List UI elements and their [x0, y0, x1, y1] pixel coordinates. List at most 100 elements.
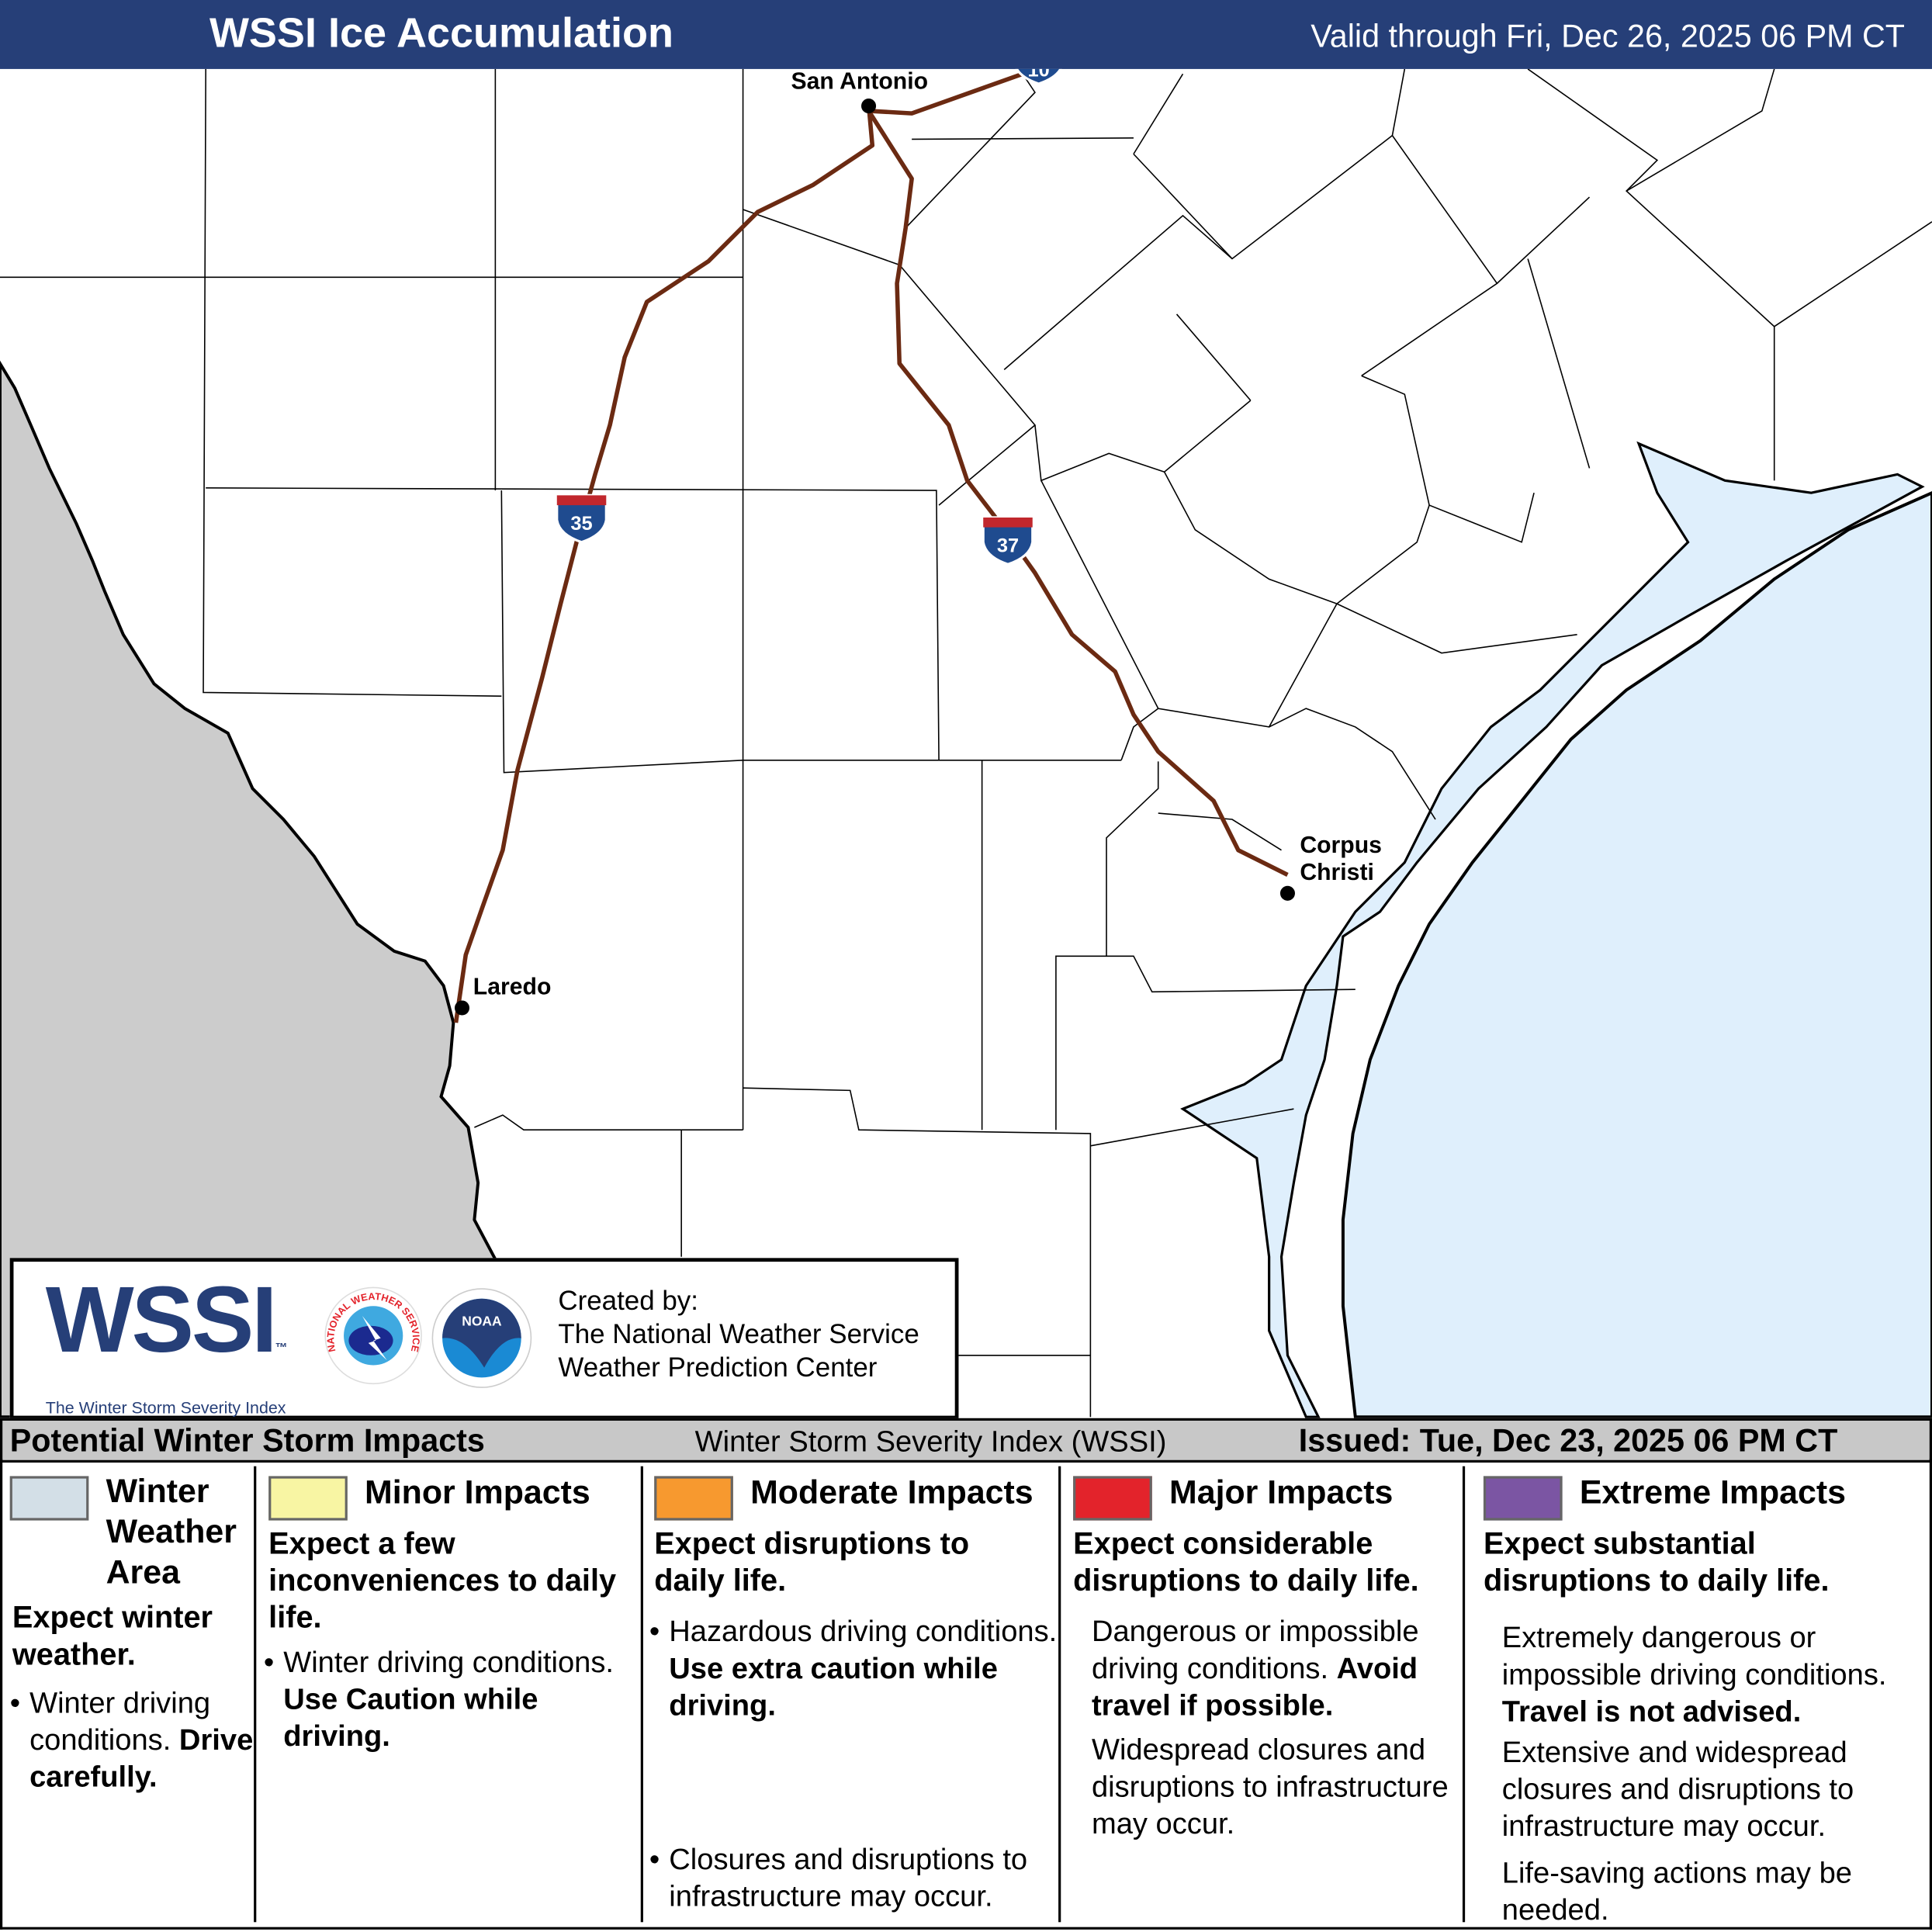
wssi-logo: WSSI™ The Winter Storm Severity Index: [45, 1271, 320, 1441]
legend-summary: Expect a few inconveniences to daily lif…: [268, 1526, 617, 1636]
nws-logo-icon: NATIONAL WEATHER SERVICE: [324, 1286, 422, 1385]
legend-major-impacts: Major Impacts Expect considerable disrup…: [1073, 1466, 1461, 1923]
county-line: [1527, 258, 1591, 469]
legend-summary: Expect considerable disruptions to daily…: [1073, 1526, 1419, 1598]
county-line: [1496, 196, 1591, 284]
county-line: [1269, 708, 1436, 820]
interstate-shield-35: 35: [556, 493, 608, 544]
legend-swatch: [1073, 1476, 1152, 1521]
paragraph-bold-text: Avoid travel if possible.: [1091, 1652, 1418, 1723]
legend-heading: Winter Weather Area: [106, 1472, 237, 1591]
county-line: [500, 490, 1122, 774]
county-line: [1040, 480, 1338, 728]
legend-bullet: Closures and disruptions to infrastructu…: [649, 1842, 1064, 1916]
county-lines: [0, 68, 1932, 1418]
legend-extreme-impacts: Extreme Impacts Expect substantial disru…: [1483, 1466, 1927, 1927]
county-line: [1175, 313, 1252, 401]
mexico-area: [0, 360, 497, 1418]
paragraph-text: Dangerous or impossible driving conditio…: [1091, 1615, 1419, 1686]
city-dot-san-antonio: [861, 99, 877, 114]
impacts-title: Potential Winter Storm Impacts: [9, 1421, 485, 1459]
wssi-wordmark: WSSI: [45, 1268, 278, 1373]
trademark: ™: [275, 1342, 288, 1356]
county-line: [203, 68, 502, 698]
valid-through: Valid through Fri, Dec 26, 2025 06 PM CT: [1311, 17, 1906, 54]
legend-border: [0, 1459, 1932, 1930]
county-line: [1090, 1108, 1294, 1147]
county-line: [1003, 134, 1498, 376]
impacts-title-bar: Potential Winter Storm Impacts Winter St…: [0, 1418, 1932, 1463]
county-line: [912, 137, 1134, 140]
legend-summary: Expect disruptions to daily life.: [654, 1526, 970, 1598]
legend-bullet: Winter driving conditions. Drive careful…: [10, 1685, 272, 1796]
county-line: [1106, 761, 1159, 957]
credits-text: Created by: The National Weather Service…: [558, 1284, 919, 1384]
legend-swatch: [1483, 1476, 1563, 1521]
interstate-shield-37: 37: [982, 516, 1034, 566]
bay-water: [1180, 441, 1925, 1418]
county-line: [1133, 153, 1233, 260]
county-line: [1391, 68, 1406, 136]
legend-swatch: [654, 1476, 733, 1521]
interstate-35-route: [453, 104, 875, 1023]
legend-moderate-impacts: Moderate Impacts Expect disruptions to d…: [649, 1466, 1058, 1923]
legend-swatch: [9, 1476, 89, 1521]
noaa-logo-text: NOAA: [462, 1314, 502, 1329]
county-line: [206, 487, 940, 760]
county-line: [1163, 471, 1430, 605]
legend-paragraph: Extremely dangerous or impossible drivin…: [1502, 1620, 1927, 1731]
bullet-text: Winter driving conditions.: [29, 1686, 211, 1757]
legend-heading: Extreme Impacts: [1579, 1473, 1846, 1511]
city-label-laredo: Laredo: [473, 975, 552, 1001]
credits-box: WSSI™ The Winter Storm Severity Index NA…: [9, 1258, 959, 1441]
noaa-logo-icon: NOAA: [431, 1288, 532, 1388]
legend-swatch: [268, 1476, 348, 1521]
county-line: [1158, 812, 1282, 851]
bullet-bold-text: Drive carefully.: [29, 1723, 254, 1795]
legend-bullet: Winter driving conditions. Use Caution w…: [264, 1645, 653, 1756]
legend-paragraph: Dangerous or impossible driving conditio…: [1092, 1614, 1461, 1725]
county-line: [1120, 708, 1159, 761]
shield-label: 37: [997, 535, 1019, 556]
legend-summary: Expect winter weather.: [12, 1600, 213, 1672]
interstate-10-route: [868, 71, 1023, 116]
shield-label: 10: [1028, 69, 1050, 81]
city-label-corpus: Corpus: [1300, 833, 1382, 859]
map-title: WSSI Ice Accumulation: [209, 9, 673, 57]
wssi-subtitle: The Winter Storm Severity Index: [45, 1398, 286, 1418]
credits-line: Created by:: [558, 1285, 698, 1316]
legend-paragraph: Extensive and widespread closures and di…: [1501, 1736, 1854, 1844]
bullet-text: Winter driving conditions.: [283, 1646, 615, 1680]
legend-minor-impacts: Minor Impacts Expect a few inconvenience…: [264, 1466, 638, 1923]
credits-line: The National Weather Service: [558, 1318, 919, 1349]
header: WSSI Ice Accumulation Valid through Fri,…: [0, 0, 1932, 69]
interstate-shield-10: 10: [1015, 68, 1062, 85]
bullet-bold-text: Use extra caution while driving.: [669, 1652, 998, 1723]
credits-line: Weather Prediction Center: [558, 1352, 878, 1383]
city-label-san-antonio: San Antonio: [791, 68, 929, 95]
bullet-text: Hazardous driving conditions.: [669, 1615, 1058, 1649]
index-name: Winter Storm Severity Index (WSSI): [694, 1425, 1167, 1459]
legend-paragraph: Life-saving actions may be needed.: [1501, 1857, 1853, 1927]
shield-label: 35: [570, 513, 592, 535]
city-dot-laredo: [454, 1000, 470, 1016]
legend-paragraph: Widespread closures and disruptions to i…: [1091, 1733, 1449, 1841]
legend-heading: Minor Impacts: [365, 1473, 590, 1511]
issued-time: Issued: Tue, Dec 23, 2025 06 PM CT: [1298, 1421, 1838, 1459]
county-line: [1336, 603, 1577, 654]
legend-summary: Expect substantial disruptions to daily …: [1483, 1526, 1830, 1598]
county-line: [474, 1114, 743, 1130]
city-dot-corpus-christi: [1279, 885, 1295, 901]
divider: [1462, 1466, 1466, 1923]
legend-heading: Major Impacts: [1169, 1473, 1394, 1511]
county-line: [1055, 955, 1356, 1130]
legend-heading: Moderate Impacts: [750, 1473, 1034, 1511]
ocean: [1341, 491, 1932, 1418]
map: 35 37 10: [0, 68, 1932, 1418]
county-line: [743, 1087, 1092, 1418]
county-line: [1034, 400, 1252, 482]
bullet-bold-text: Use Caution while driving.: [283, 1683, 538, 1754]
paragraph-text: Extremely dangerous or impossible drivin…: [1501, 1621, 1887, 1692]
legend-winter-weather-area: Winter Weather Area Expect winter weathe…: [9, 1466, 254, 1923]
